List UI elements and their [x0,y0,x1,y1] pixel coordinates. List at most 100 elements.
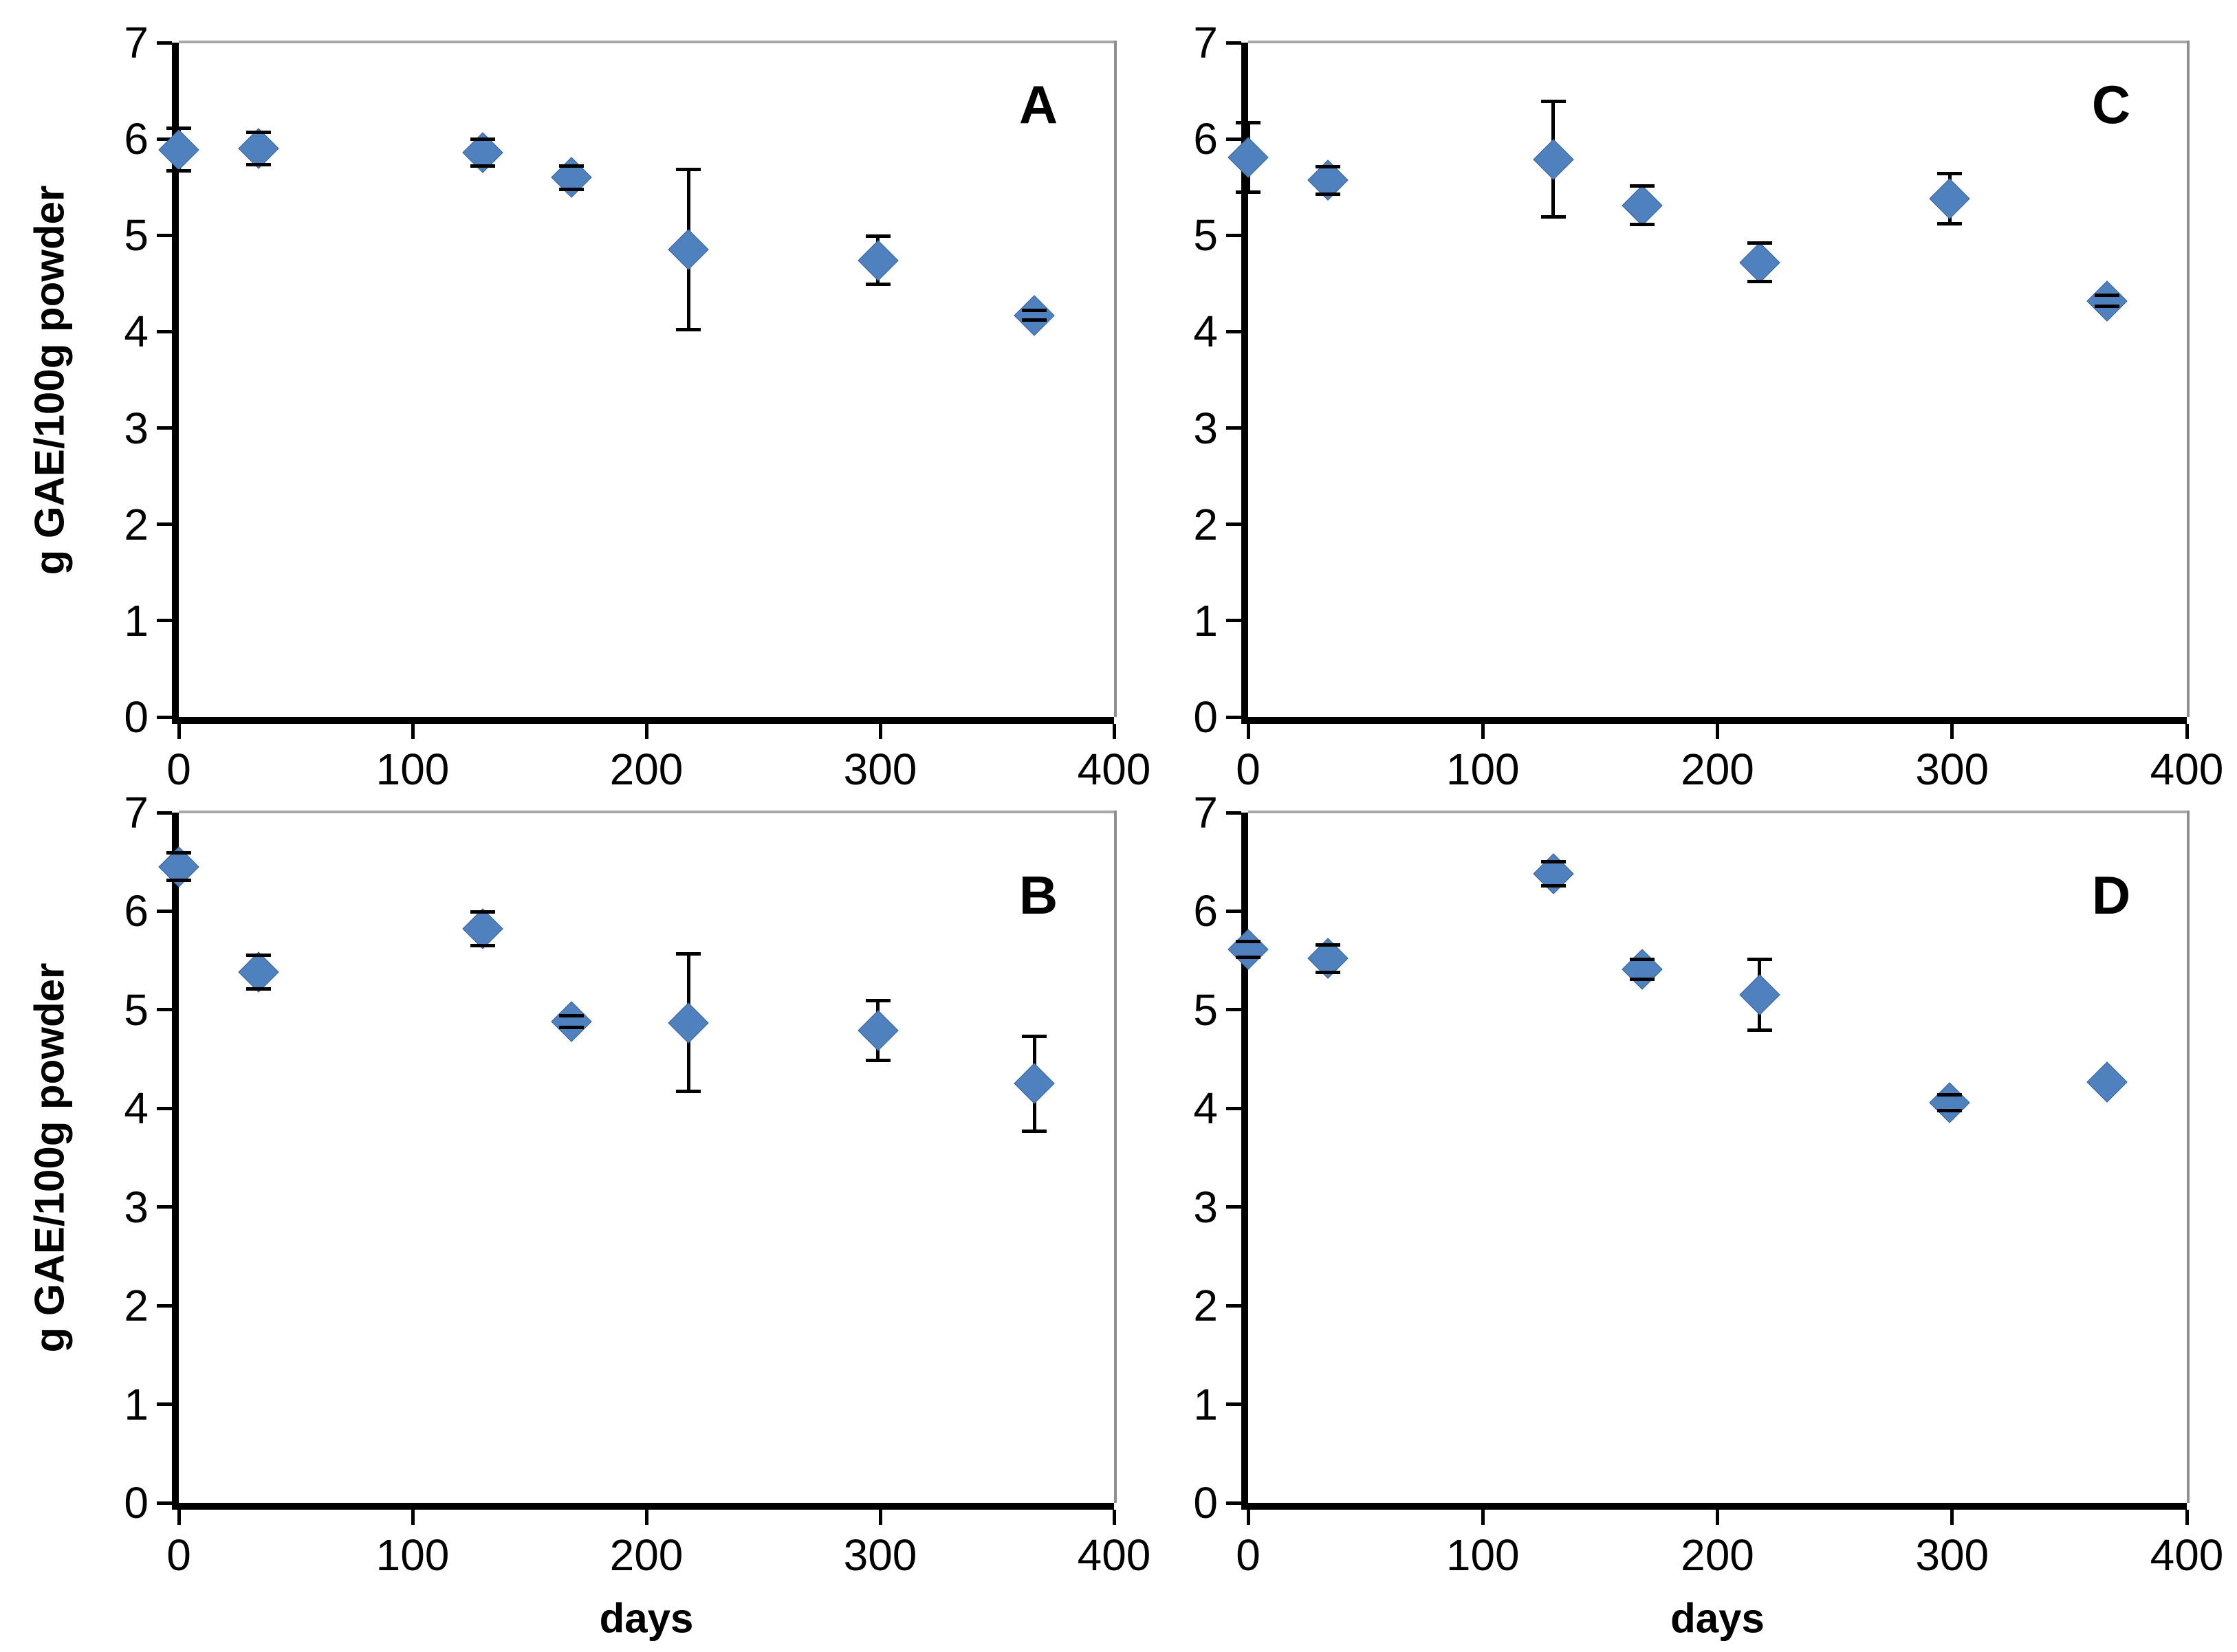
error-bar-cap [1937,1092,1963,1097]
y-tick-label: 4 [1193,1083,1218,1134]
y-axis-tick [157,811,172,815]
x-tick-label: 300 [1915,745,1989,794]
x-tick-label: 0 [1236,1530,1261,1580]
error-bar-cap [865,999,891,1003]
panel-label: C [2091,74,2131,135]
y-tick-label: 6 [124,886,149,936]
y-axis-tick [1226,233,1241,237]
data-point-marker [1622,949,1663,990]
x-axis-line [172,717,1114,724]
error-bar-cap [676,168,701,172]
plot-right-border [2187,811,2190,1503]
y-tick-label: 5 [1193,210,1218,261]
y-tick-label: 0 [124,692,149,742]
error-bar-cap [1236,190,1261,194]
data-point-marker [2086,280,2128,322]
y-axis-tick [157,715,172,719]
x-axis-tick [1112,724,1116,739]
data-point-marker [1532,853,1574,894]
plot-top-gridline [1248,41,2187,43]
error-bar-cap [1630,958,1655,962]
x-axis-tick [177,1510,181,1525]
x-axis-tick [878,1510,882,1525]
y-axis-tick [1226,522,1241,527]
x-axis-tick [1481,1510,1485,1525]
x-axis-tick [2185,1510,2189,1525]
error-bar-cap [1236,120,1261,124]
y-axis-tick [1226,41,1241,45]
y-tick-label: 1 [124,595,149,646]
error-bar-cap [1747,1028,1772,1033]
error-bar-cap [865,283,891,287]
x-axis-tick [2185,724,2189,739]
error-bar-cap [1747,280,1772,284]
error-bar-cap [245,987,271,991]
x-tick-label: 200 [609,745,684,794]
x-axis-tick [411,724,415,739]
x-axis-tick [177,724,181,739]
plot-right-border [2187,41,2190,717]
x-axis-tick [1112,1510,1116,1525]
y-axis-tick [157,233,172,237]
x-axis-tick [1246,1510,1250,1525]
data-point-marker [1929,1081,1971,1123]
error-bar-cap [559,1013,585,1017]
data-point-marker [1227,929,1269,971]
y-axis-tick [1226,1402,1241,1407]
x-tick-label: 400 [2150,1530,2224,1580]
panel-label: A [1018,74,1058,135]
y-axis-tick [1226,811,1241,815]
x-tick-label: 100 [375,745,450,794]
x-tick-label: 0 [166,745,191,794]
y-tick-label: 3 [124,403,149,453]
error-bar-cap [470,910,495,914]
error-bar-cap [166,851,191,855]
x-axis-tick [1716,1510,1719,1525]
y-axis-line [1241,813,1248,1503]
y-tick-label: 6 [1193,114,1218,164]
error-bar-cap [166,168,191,173]
data-point-marker [462,908,503,949]
data-point-marker [551,157,592,198]
y-tick-label: 1 [1193,595,1218,646]
y-tick-label: 5 [124,210,149,261]
error-bar-cap [1236,956,1261,960]
error-bar-cap [470,164,495,168]
y-axis-tick [157,41,172,45]
plot-right-border [1114,811,1117,1503]
y-axis-tick [157,1501,172,1505]
x-axis-tick [644,1510,648,1525]
x-tick-label: 400 [1077,1530,1151,1580]
y-tick-label: 4 [124,307,149,357]
data-point-marker [1739,974,1780,1016]
data-point-marker [857,1010,899,1051]
error-bar-cap [1540,215,1566,219]
y-tick-label: 1 [1193,1379,1218,1429]
x-axis-tick [1950,1510,1954,1525]
error-bar-cap [470,137,495,141]
x-axis-tick [1716,724,1719,739]
y-tick-label: 5 [124,984,149,1035]
y-tick-label: 3 [1193,1182,1218,1232]
y-axis-line [172,43,179,717]
x-tick-label: 100 [375,1530,450,1580]
y-tick-label: 5 [1193,984,1218,1035]
y-axis-tick [157,522,172,527]
y-axis-tick [1226,909,1241,913]
error-bar-cap [1937,1108,1963,1112]
x-axis-line [1241,717,2187,724]
x-axis-line [1241,1503,2187,1510]
y-tick-label: 2 [1193,1281,1218,1331]
y-axis-tick [1226,715,1241,719]
y-axis-tick [1226,1205,1241,1209]
error-bar-cap [1022,318,1047,322]
x-axis-tick [878,724,882,739]
y-axis-line [1241,43,1248,717]
plot-top-gridline [179,811,1114,813]
error-bar-cap [166,879,191,883]
error-bar-cap [245,163,271,167]
plot-top-gridline [179,41,1114,43]
error-bar-cap [1747,958,1772,962]
x-tick-label: 300 [843,1530,917,1580]
